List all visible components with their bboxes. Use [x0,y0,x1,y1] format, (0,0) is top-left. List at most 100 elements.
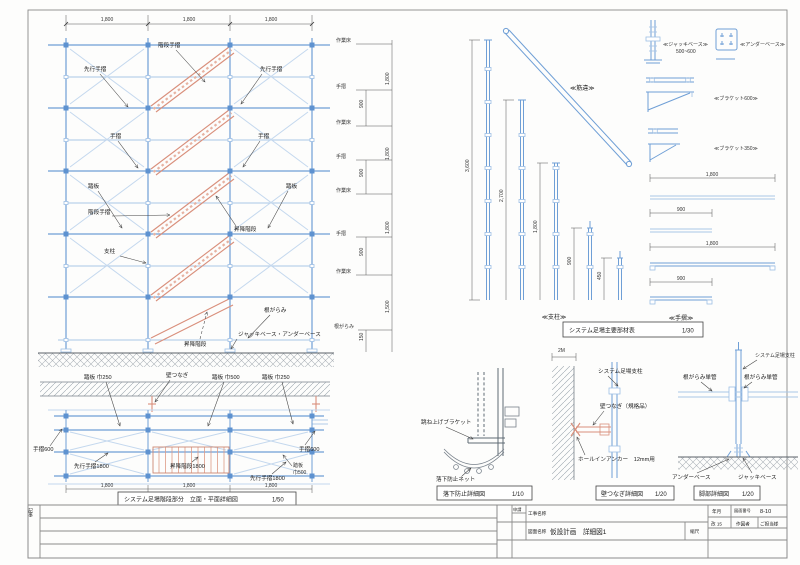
bar-dim: 1,800 [706,241,719,247]
plan-caption-scale: 1/50 [272,498,284,504]
level-dimension-strip: 作業床 手摺 作業床 手摺 作業床 手摺 作業床 根がらみ 900 900 90… [334,37,393,352]
rail-height-dim: 900 [359,168,365,177]
bar-dim: 900 [677,207,686,213]
under-base-label: ≪アンダーベース≫ [740,41,785,48]
drawing-number-value: 8-10 [760,509,771,515]
callout-advance-rail-left: 先行手摺 [84,65,107,73]
callout-rail600-right: 手摺600 [299,445,320,453]
callout-system-post: システム足場支柱 [598,367,643,375]
revision-cell: 改 15 [711,521,722,528]
story-height-dim: 1,800 [385,72,391,85]
level-label: 手摺 [336,230,346,237]
detail-wall-tie: 2M システム足場支柱 壁つなぎ（規格品） ホールインアンカー 12mm用 壁つ… [551,348,675,501]
title-block: 申請 工事名称 図面名称 仮設計画 詳細図1 縮尺 年月 図面番号 8-10 改… [496,504,788,559]
callout-tread250-right: 踏板 巾250 [262,373,290,381]
callout-advance-rail-bl: 先行手摺1800 [74,462,109,470]
ground-hatch [678,457,798,470]
fall-caption-scale: 1/10 [512,492,524,498]
elevation-view: 1,800 1,800 1,800 [38,15,334,367]
post-dim: 2,700 [499,189,505,202]
callout-flipup-bracket: 跳ね上げブラケット [421,418,471,426]
post-dim: 900 [567,256,573,265]
callout-tread-right: 踏板 [286,182,298,190]
callout-base-tie-pipe-right: 根がらみ単管 [744,373,778,381]
bracket350-label: ≪ブラケット350≫ [714,145,758,152]
plan-view: 踏板 巾250 壁つなぎ 踏板 巾500 踏板 巾250 手摺600 手摺600… [33,371,330,506]
callout-rail600-left: 手摺600 [33,445,54,453]
callout-safety-net: 落下防止ネット [436,475,475,483]
post-dim: 1,800 [533,220,539,233]
date-label: 年月 [712,508,721,515]
elevation-bay-dim: 1,800 [183,17,196,23]
post-dim: 450 [597,271,603,280]
notes-table: 記事 [27,504,498,559]
wall-hatch [40,382,330,396]
callout-under-base: アンダーベース [672,473,711,481]
project-name-label: 工事名称 [528,510,547,517]
parts-caption-scale: 1/30 [682,329,694,335]
callout-post: 支柱 [104,247,116,255]
drafter-label: 作図者 [736,521,750,528]
callout-system-post-leg: システム足場支柱 [755,352,795,359]
stair-flights [150,46,235,345]
ground-hatch [38,353,334,367]
level-label: 作業床 [336,268,351,275]
wall-tie-dim: 2M [558,348,565,354]
drawing-name-value: 仮設計画 詳細図1 [550,527,607,536]
elevation-bay-dim: 1,800 [101,17,114,23]
drawing-number-label: 図面番号 [734,507,751,514]
callout-stairs-plan: 昇降階段1800 [170,462,205,470]
callout-stairs-lower: 昇降階段 [184,340,207,348]
wall-hatch [552,366,574,480]
cross-braces [69,48,309,294]
detail-leg: システム足場支柱 根がらみ単管 根がらみ単管 アンダーベース ジャッキベース 脚… [672,342,798,501]
level-label: 根がらみ [334,323,354,330]
bar-dim: 1,800 [706,172,719,178]
jack-base-size: 500~600 [676,49,696,55]
detail-fall-prevention: 跳ね上げブラケット 落下防止ネット 落下防止詳細図 1/10 [421,368,533,501]
callout-tread-left: 踏板 [88,182,100,190]
callout-advance-rail-br: 先行手摺1800 [250,474,285,482]
post-dim: 3,600 [465,159,471,172]
callout-tread500-top: 踏板 巾500 [212,373,240,381]
callout-tread500-right: 踏板 [293,462,303,469]
story-height-dim: 1,800 [385,221,391,234]
level-label: 手摺 [336,83,346,90]
callout-wall-tie-part: 壁つなぎ（規格品） [600,402,650,410]
plan-bay-dim: 1,800 [183,483,196,489]
bracket600-label: ≪ブラケット600≫ [714,95,758,102]
callout-tread500-right: 巾500 [293,469,307,476]
story-height-dim: 1,800 [385,147,391,160]
notes-label: 記事 [28,507,34,519]
base-tie-dim: 150 [359,332,365,341]
callout-stair-rail-mid: 階段手摺 [88,208,111,216]
in-charge-label: ご担当様 [760,521,779,528]
rail-height-dim: 900 [359,99,365,108]
callout-jack-base: ジャッキベース [738,474,777,481]
level-label: 作業床 [336,187,351,194]
callout-advance-rail-right: 先行手摺 [260,65,283,73]
level-label: 手摺 [336,153,346,160]
under-base-drawing [715,28,738,60]
elevation-bay-dim: 1,800 [265,17,278,23]
plan-caption: システム足場階段部分 立面・平面詳細図 [124,496,238,504]
bracket350-drawing [648,128,680,162]
leg-caption: 脚部詳細図 [699,490,729,498]
jack-base-label: ≪ジャッキベース≫ [663,42,708,48]
callout-base-tie-pipe-left: 根がらみ単管 [683,373,717,381]
wall-tie-caption: 壁つなぎ詳細図 [601,490,643,498]
callout-base-tie: 根がらみ [264,306,287,314]
parts-diagram: ≪筋違≫ 3,600 2,700 1,800 900 450 ≪支柱≫ システム… [465,27,704,338]
stair-plan [152,446,230,474]
level-label: 作業床 [336,119,351,126]
rail-height-dim: 900 [359,247,365,256]
parts-caption: システム足場主要部材表 [569,327,635,335]
callout-stair-rail-top: 階段手摺 [158,41,181,49]
approval-label: 申請 [513,506,521,513]
callout-anchor: ホールインアンカー 12mm用 [578,456,655,463]
callout-wall-tie: 壁つなぎ [166,371,189,379]
fall-caption-box [436,485,533,501]
posts-group-label: ≪支柱≫ [542,313,567,321]
level-label: 作業床 [336,37,351,44]
